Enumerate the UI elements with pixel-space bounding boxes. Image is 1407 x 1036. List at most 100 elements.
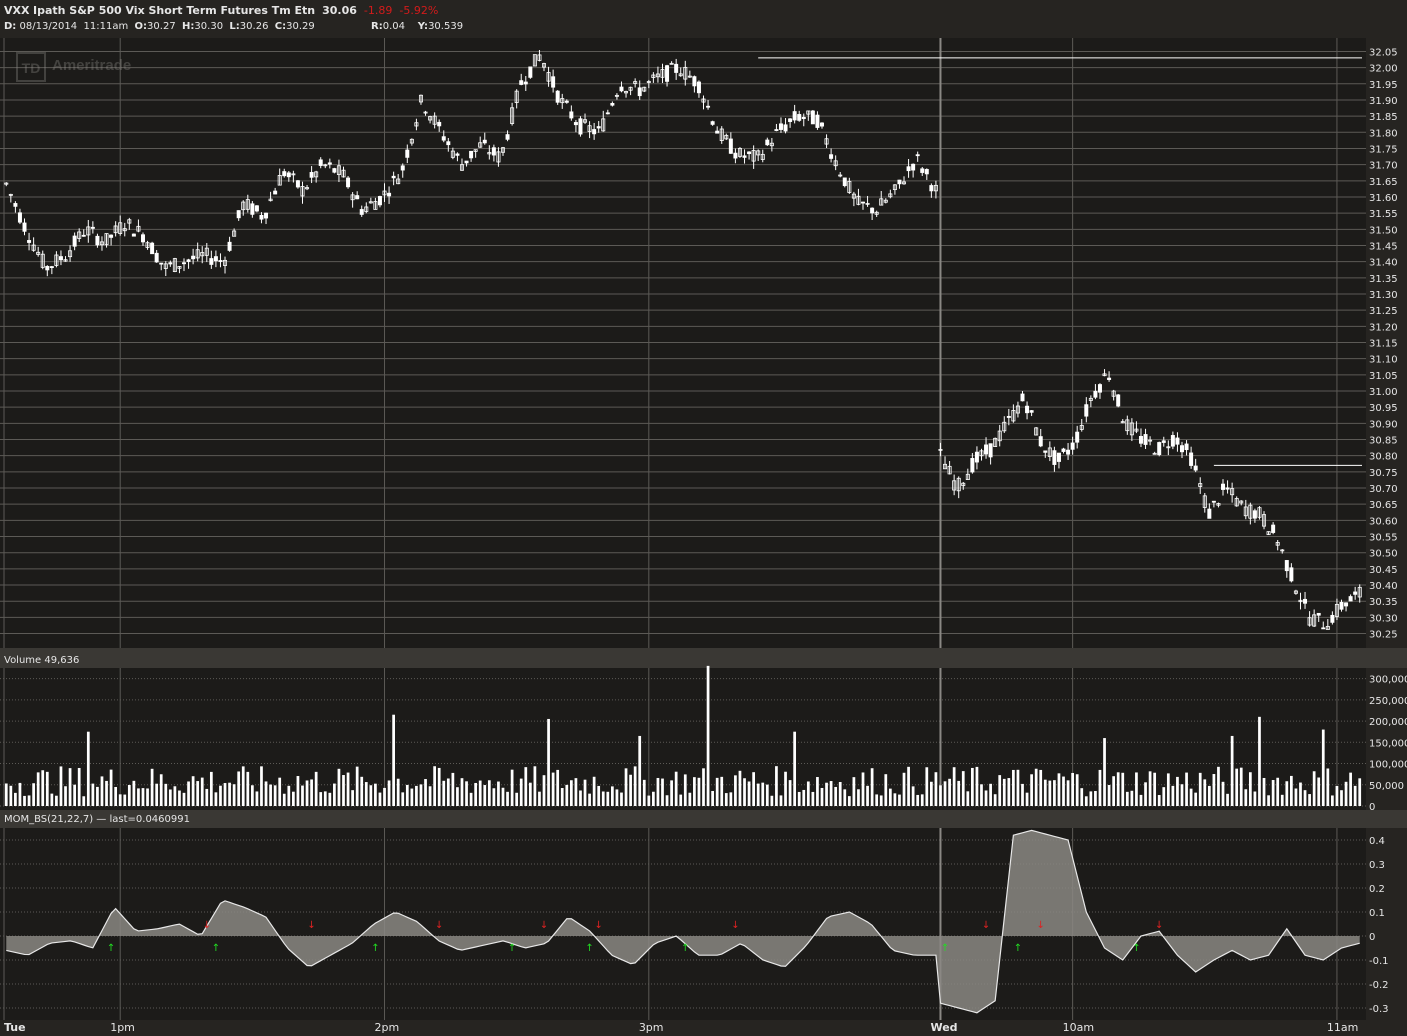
volume-bar	[629, 774, 632, 806]
volume-bar	[460, 778, 464, 806]
candle-body	[879, 198, 884, 206]
price-tick-label: 32.05	[1369, 47, 1398, 58]
candle-body	[359, 209, 364, 215]
volume-bar	[59, 766, 63, 806]
candle-body	[81, 234, 86, 237]
candle-body	[997, 430, 1002, 442]
volume-bar	[993, 794, 997, 806]
candle-body	[391, 175, 396, 179]
volume-bar	[998, 775, 1002, 806]
volume-bar	[196, 781, 200, 806]
candle-body	[127, 219, 132, 224]
price-tick-label: 31.25	[1369, 306, 1398, 317]
readout-range: 0.04	[382, 21, 405, 32]
price-tick-label: 31.45	[1369, 241, 1398, 252]
volume-bar	[802, 789, 806, 806]
candle-body	[1015, 405, 1020, 414]
volume-bar	[1280, 794, 1284, 806]
candle-body	[491, 147, 496, 156]
sell-signal-arrow: ↓	[1155, 920, 1163, 931]
candle-body	[646, 81, 651, 83]
momentum-tick-label: 0.4	[1369, 836, 1385, 847]
candle-body	[36, 251, 41, 255]
candle-body	[305, 187, 310, 190]
volume-bar	[1043, 779, 1047, 806]
volume-bar	[702, 768, 705, 806]
volume-bar	[1207, 785, 1211, 806]
candle-body	[792, 111, 797, 121]
volume-bar	[246, 771, 250, 806]
price-tick-label: 31.80	[1369, 128, 1398, 139]
volume-bar	[1308, 794, 1311, 806]
volume-bar	[1217, 766, 1220, 806]
volume-bar	[1271, 780, 1275, 806]
volume-bar	[278, 777, 282, 806]
volume-bar	[724, 793, 728, 806]
candle-body	[13, 203, 18, 207]
candle-body	[865, 202, 870, 205]
volume-bar	[729, 792, 733, 806]
volume-bar	[788, 780, 792, 806]
volume-bar	[834, 786, 838, 806]
candle-body	[696, 81, 701, 94]
readout-time: 11:11am	[83, 21, 129, 32]
volume-bar	[374, 783, 377, 806]
buy-signal-arrow: ↑	[681, 943, 689, 954]
volume-bar	[123, 794, 127, 806]
volume-bar	[847, 796, 851, 806]
candle-body	[583, 119, 588, 123]
volume-bar	[209, 771, 213, 806]
volume-bar	[1125, 791, 1129, 806]
candle-body	[906, 166, 911, 172]
volume-bar	[592, 776, 596, 806]
volume-bar	[100, 776, 104, 806]
volume-bar	[647, 795, 651, 806]
volume-bar	[542, 775, 546, 806]
price-tick-label: 31.30	[1369, 290, 1398, 301]
candle-body	[833, 160, 838, 167]
volume-bar	[510, 769, 514, 806]
volume-bar	[91, 783, 95, 806]
candle-body	[373, 201, 378, 210]
volume-bar	[1089, 791, 1093, 806]
candle-body	[747, 151, 752, 155]
candle-body	[1344, 602, 1349, 607]
candle-body	[336, 165, 341, 175]
svg-text:TD: TD	[22, 60, 41, 76]
candle-body	[806, 110, 811, 115]
candle-body	[382, 190, 387, 196]
candle-body	[974, 451, 979, 463]
volume-bar	[706, 665, 710, 806]
buy-signal-arrow: ↑	[107, 943, 115, 954]
volume-bar	[1285, 781, 1289, 806]
price-tick-label: 31.15	[1369, 339, 1398, 350]
candle-body	[851, 193, 856, 199]
volume-bar	[501, 787, 505, 806]
volume-panel	[0, 668, 1366, 810]
volume-bar	[1166, 773, 1170, 806]
volume-bar	[428, 786, 432, 806]
momentum-tick-label: 0.1	[1369, 908, 1385, 919]
candle-body	[63, 259, 68, 262]
candle-body	[400, 165, 405, 171]
readout-y: 30.539	[428, 21, 464, 32]
volume-bar	[410, 788, 414, 806]
volume-bar	[310, 779, 313, 806]
candle-body	[1175, 437, 1180, 445]
candle-body	[797, 114, 802, 121]
volume-bar	[852, 777, 856, 806]
volume-bar	[971, 767, 974, 806]
candle-body	[628, 86, 633, 91]
momentum-area	[6, 829, 1360, 1014]
candle-body	[788, 118, 793, 122]
candle-body	[578, 118, 583, 135]
volume-bar	[27, 795, 31, 806]
volume-bar	[1221, 781, 1225, 806]
volume-bar	[1016, 769, 1020, 806]
price-tick-label: 30.60	[1369, 516, 1398, 527]
candle-body	[1029, 410, 1034, 413]
volume-bar	[588, 793, 591, 806]
volume-bar	[1180, 784, 1184, 806]
